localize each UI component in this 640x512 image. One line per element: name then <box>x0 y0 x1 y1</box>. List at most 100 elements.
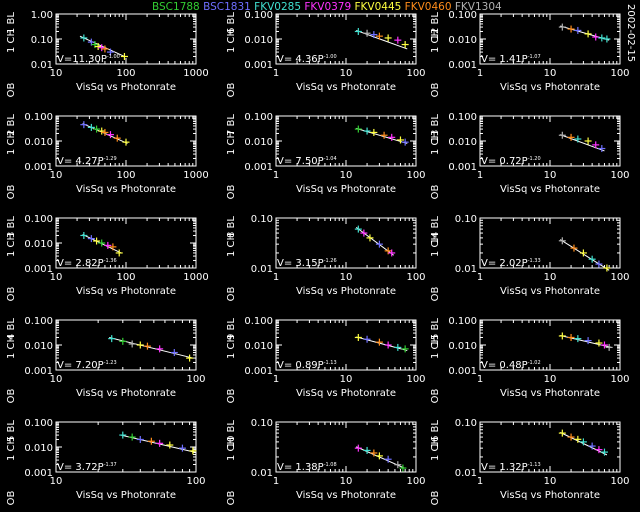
data-point <box>603 264 611 272</box>
fit-exponent: -1.00 <box>107 54 120 60</box>
fit-annotation: V= 1.32P-1.13 <box>481 462 541 473</box>
y-tick-label: 0.001 <box>24 468 53 479</box>
data-point <box>363 446 371 454</box>
x-tick-label: 100 <box>116 68 135 79</box>
x-tick-label: 1 <box>477 68 483 79</box>
fit-annotation: V= 1.38P-1.08 <box>277 462 337 473</box>
y-label-channel: 1 CH <box>226 335 237 359</box>
panel-14bl: 1 10 100 0.01 0.10 14 BL1 CH OB VisSq vs Photon… <box>430 214 630 301</box>
data-point <box>574 26 582 34</box>
data-point <box>401 345 409 353</box>
y-tick-label: 0.01 <box>251 264 273 275</box>
x-tick-label: 1 <box>273 272 279 283</box>
data-point <box>401 41 409 49</box>
fit-annotation: V= 2.82P-1.36 <box>57 258 117 269</box>
y-label-ob: OB <box>226 82 237 97</box>
fit-exponent: -1.23 <box>104 360 117 366</box>
data-point <box>384 247 392 255</box>
x-tick-label: 1000 <box>183 272 208 283</box>
data-point <box>558 237 566 245</box>
x-tick-label: 1 <box>477 272 483 283</box>
y-label-channel: 1 CH <box>430 131 441 155</box>
data-point <box>128 340 136 348</box>
y-label-baseline: 4 BL <box>6 318 17 340</box>
y-label-baseline: 2 BL <box>6 114 17 136</box>
y-tick-label: 0.01 <box>31 60 53 71</box>
y-label-channel: 1 CH <box>226 131 237 155</box>
y-label-channel: 1 CH <box>6 29 17 53</box>
data-point <box>375 32 383 40</box>
data-point <box>370 449 378 457</box>
data-point <box>143 342 151 350</box>
y-label-channel: 1 CH <box>6 131 17 155</box>
y-label-ob: OB <box>430 286 441 301</box>
data-point <box>136 341 144 349</box>
data-point <box>567 433 575 441</box>
y-tick-label: 0.001 <box>24 366 53 377</box>
data-point <box>170 349 178 357</box>
data-point <box>574 335 582 343</box>
data-point <box>98 127 106 135</box>
y-label-baseline: 12 BL <box>430 12 441 41</box>
x-tick-label: 100 <box>406 374 425 385</box>
panel-16bl: 1 10 100 0.01 0.10 16 BL1 CH OB VisSq vs Photon… <box>430 418 630 505</box>
x-tick-label: 10 <box>50 272 63 283</box>
panel-15bl: 1 10 100 0.001 0.010 0.100 15 BL1 CH OB VisSq vs… <box>430 316 630 403</box>
y-label-channel: 1 CH <box>430 29 441 53</box>
data-point <box>370 31 378 39</box>
data-point <box>588 442 596 450</box>
data-point <box>366 234 374 242</box>
legend-star-bsc1831: BSC1831 <box>200 1 251 13</box>
data-point <box>363 29 371 37</box>
y-tick-label: 0.010 <box>244 341 273 352</box>
panel-4bl: 10 100 0.001 0.010 0.100 4 BL1 CH OB VisSq vs P… <box>6 316 206 403</box>
y-tick-label: 0.010 <box>448 341 477 352</box>
y-label-baseline: 1 BL <box>6 12 17 34</box>
y-label-channel: 1 CH <box>226 29 237 53</box>
x-tick-label: 1 <box>477 374 483 385</box>
data-point <box>567 25 575 33</box>
data-point <box>592 141 600 149</box>
data-point <box>388 133 396 141</box>
data-point <box>370 128 378 136</box>
data-point <box>87 38 95 46</box>
data-point <box>354 444 362 452</box>
y-label-ob: OB <box>430 82 441 97</box>
data-point <box>354 333 362 341</box>
data-point <box>605 343 613 351</box>
y-label-baseline: 15 BL <box>430 318 441 347</box>
y-tick-label: 0.100 <box>24 418 53 429</box>
data-point <box>106 48 114 56</box>
x-tick-label: 100 <box>406 68 425 79</box>
fit-exponent: -1.00 <box>324 54 337 60</box>
x-axis-label: VisSq vs Photonrate <box>296 82 396 93</box>
x-tick-label: 10 <box>544 476 557 487</box>
y-tick-label: 0.01 <box>251 468 273 479</box>
x-axis-label: VisSq vs Photonrate <box>296 388 396 399</box>
y-label-baseline: 5 BL <box>6 420 17 442</box>
x-tick-label: 100 <box>116 170 135 181</box>
data-point <box>394 36 402 44</box>
data-point <box>93 125 101 133</box>
fit-annotation: V= 2.02P-1.33 <box>481 258 541 269</box>
legend-star-fkv0445: FKV0445 <box>351 1 401 13</box>
data-point <box>98 239 106 247</box>
panel-5bl: 10 100 0.001 0.010 0.100 5 BL1 CH OB VisSq vs P… <box>6 418 206 505</box>
x-axis-label: VisSq vs Photonrate <box>500 184 600 195</box>
x-tick-label: 10 <box>340 374 353 385</box>
data-point <box>106 131 114 139</box>
data-point <box>598 145 606 153</box>
fit-exponent: -1.37 <box>104 462 117 468</box>
y-tick-label: 0.100 <box>448 10 477 21</box>
data-point <box>595 446 603 454</box>
y-tick-label: 0.010 <box>24 137 53 148</box>
x-tick-label: 10 <box>50 374 63 385</box>
y-label-ob: OB <box>430 184 441 199</box>
data-point <box>108 335 116 343</box>
fit-exponent: -1.33 <box>528 258 541 264</box>
data-point <box>156 439 164 447</box>
data-point <box>189 447 197 455</box>
x-tick-label: 10 <box>340 476 353 487</box>
panel-2bl: 10 100 1000 0.001 0.010 0.100 2 BL1 CH OB VisSq … <box>6 112 209 199</box>
